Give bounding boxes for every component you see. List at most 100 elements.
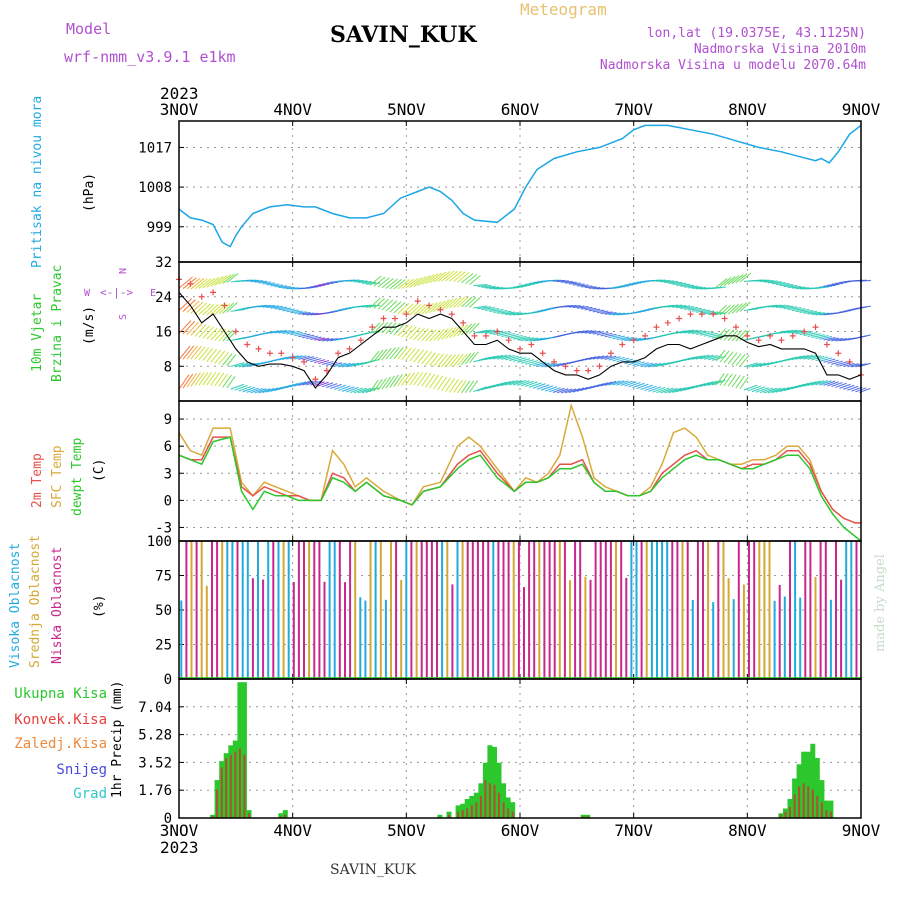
- wind-barb: [564, 281, 577, 284]
- wind-gust-marker: [676, 315, 683, 322]
- wind-barb: [222, 353, 233, 366]
- wind-barb: [445, 326, 457, 340]
- conv-precip-bar: [807, 786, 810, 818]
- y-tick-label: 8: [164, 359, 172, 375]
- wind-barb: [795, 287, 810, 290]
- wind-barb: [843, 384, 855, 390]
- wind-barb: [692, 330, 706, 335]
- wind-barb: [461, 272, 474, 284]
- conv-precip-bar: [493, 784, 496, 818]
- wind-barb: [576, 306, 589, 309]
- cloud-bar: [415, 541, 418, 679]
- wind-barb: [182, 345, 195, 360]
- cloud-bar: [569, 580, 571, 679]
- wind-barb: [369, 350, 380, 363]
- conv-precip-bar: [498, 792, 500, 818]
- wind-barb: [528, 360, 543, 366]
- cloud-bar: [768, 541, 771, 679]
- total-precip-bar: [810, 743, 816, 818]
- cloud-bar: [732, 599, 735, 679]
- wind-barb: [198, 303, 211, 315]
- wind-barb: [688, 329, 702, 334]
- cloud-bar: [809, 541, 812, 679]
- panel-frame-precip: [178, 678, 862, 819]
- wind-barb: [182, 299, 196, 312]
- wind-barb: [445, 270, 459, 282]
- cloud-bar: [338, 541, 341, 679]
- cloud-bar: [635, 541, 638, 679]
- wind-barb: [186, 345, 199, 360]
- total-precip-bar: [282, 810, 288, 818]
- wind-barb: [445, 378, 456, 392]
- conv-precip-bar: [229, 754, 232, 818]
- wind-barb: [823, 336, 836, 341]
- wind-barb: [783, 306, 798, 310]
- y-tick-label: 16: [155, 325, 172, 341]
- cloud-bar: [395, 541, 398, 679]
- wind-barb: [835, 382, 847, 388]
- wind-barb: [210, 275, 224, 287]
- wind-barb: [385, 347, 396, 360]
- wind-barb: [373, 322, 385, 334]
- wind-barb: [218, 351, 229, 365]
- wind-barb: [688, 307, 702, 311]
- wind-barb: [803, 381, 817, 387]
- cloud-bar: [436, 541, 438, 679]
- wind-barb: [600, 355, 613, 360]
- wind-gust-marker: [357, 337, 364, 344]
- wind-barb: [469, 275, 481, 286]
- wind-gust-marker: [517, 345, 523, 352]
- wind-barb: [449, 354, 460, 368]
- wind-barb: [417, 275, 431, 287]
- wind-barb: [751, 386, 766, 393]
- conv-precip-bar: [475, 802, 478, 818]
- wind-barb: [668, 387, 682, 394]
- x-tick-label-bottom: 8NOV: [728, 821, 767, 840]
- wind-barb: [564, 304, 577, 308]
- wind-barb: [266, 305, 279, 309]
- conv-precip-bar: [829, 811, 832, 818]
- wind-barb: [473, 305, 488, 309]
- y-tick-label: 3.52: [138, 755, 172, 771]
- wind-barb: [194, 278, 208, 290]
- wind-barb: [612, 312, 626, 316]
- wind-barb: [501, 332, 516, 337]
- wind-barb: [799, 354, 813, 360]
- wind-barb: [389, 346, 400, 360]
- wind-gust-marker: [732, 324, 739, 331]
- wind-barb: [819, 380, 832, 386]
- wind-barb: [222, 374, 232, 388]
- x-tick-label-bottom: 5NOV: [387, 821, 426, 840]
- cloud-bar: [748, 541, 750, 679]
- y-tick-label: 3: [164, 466, 172, 482]
- wind-barb: [278, 329, 291, 334]
- wind-gust-marker: [198, 293, 205, 300]
- wind-barb: [381, 376, 391, 390]
- wind-barb: [322, 382, 334, 388]
- cloud-bar: [594, 541, 597, 679]
- conv-precip-bar: [586, 816, 589, 818]
- wind-barb: [373, 378, 383, 392]
- wind-barb: [417, 350, 429, 364]
- conv-precip-bar: [279, 816, 282, 818]
- wind-barb: [465, 296, 477, 308]
- wind-barb: [457, 296, 469, 308]
- compass-w: W: [84, 288, 91, 299]
- wind-barb: [465, 352, 476, 365]
- wind-barb: [210, 349, 222, 363]
- wind-barb: [409, 303, 422, 316]
- wind-barb: [827, 283, 840, 286]
- cloud-bar: [824, 541, 827, 679]
- wind-barb: [389, 301, 402, 313]
- cloud-bar: [599, 541, 602, 679]
- wind-barb: [318, 381, 329, 387]
- wind-barb: [616, 336, 630, 341]
- wind-barb: [389, 322, 401, 335]
- wind-barb: [620, 284, 634, 287]
- wind-barb: [524, 337, 539, 342]
- conv-precip-bar: [448, 814, 450, 818]
- wind-barb: [282, 330, 295, 335]
- cloud-bar: [574, 541, 577, 679]
- wind-gust-marker: [630, 337, 637, 344]
- wind-barb: [337, 362, 351, 368]
